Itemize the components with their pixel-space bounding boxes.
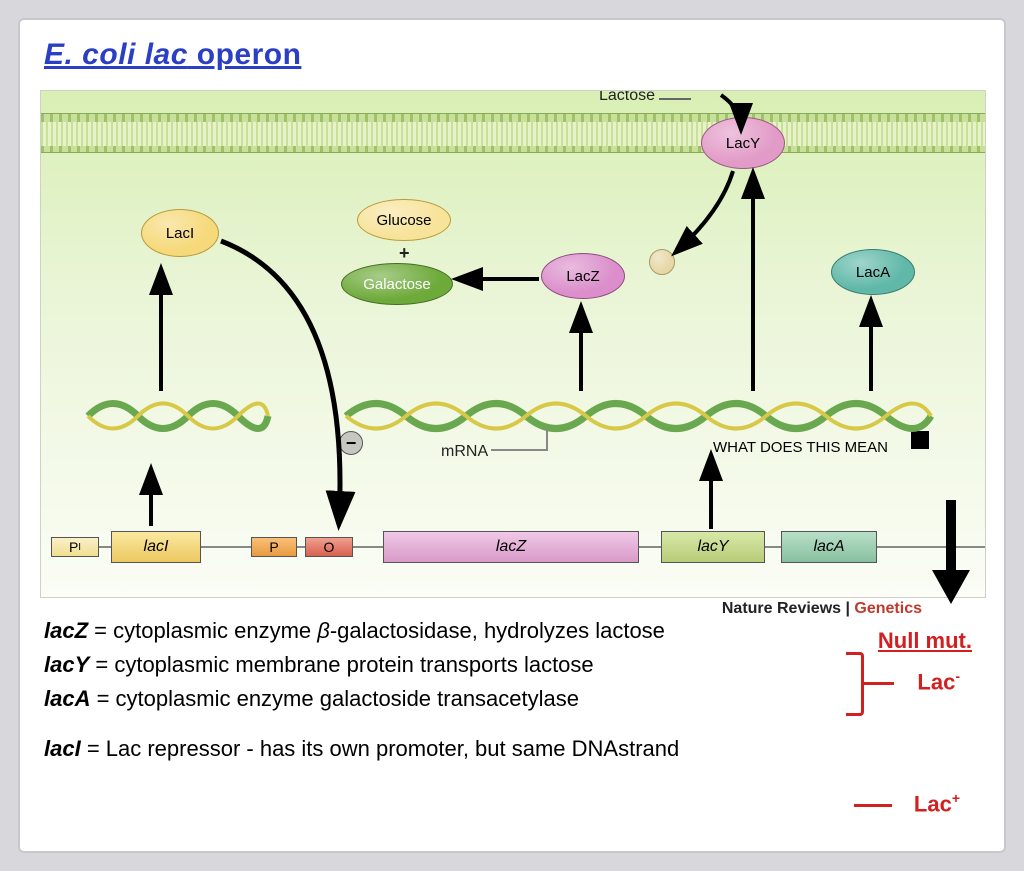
def-lacI: lacI = Lac repressor - has its own promo…: [44, 733, 980, 765]
operon-diagram: Lactose LacI Glucose Galactose LacZ LacY LacA…: [40, 90, 986, 598]
mrna-leader-line: [487, 426, 567, 456]
def-lacA: lacA = cytoplasmic enzyme galactoside tr…: [44, 683, 980, 715]
gene-lacA: lacA: [781, 531, 877, 563]
lac-plus-text: Lac: [914, 791, 952, 816]
mrna-label: mRNA: [441, 443, 488, 461]
definitions: lacZ = cytoplasmic enzyme β-galactosidas…: [44, 615, 980, 767]
def-lacA-t: = cytoplasmic enzyme galactoside transac…: [90, 686, 579, 711]
lac-plus-label: Lac+: [914, 790, 960, 817]
def-lacZ-t2: -galactosidase, hydrolyzes lactose: [330, 618, 665, 643]
beta-symbol: β: [317, 618, 330, 643]
slide-title: E. coli lac operon: [44, 38, 980, 72]
def-lacZ: lacZ = cytoplasmic enzyme β-galactosidas…: [44, 615, 980, 647]
gene-lacY: lacY: [661, 531, 765, 563]
protein-lactose_mol: [677, 90, 705, 91]
def-lacZ-gene: lacZ: [44, 618, 88, 643]
def-lacI-gene: lacI: [44, 736, 81, 761]
lipid-bilayer: [41, 113, 985, 153]
protein-lactose_mol2: [649, 249, 675, 275]
protein-lacA: LacA: [831, 249, 915, 295]
def-lacI-t: = Lac repressor - has its own promoter, …: [81, 736, 680, 761]
membrane: [41, 113, 985, 153]
protein-glucose: Glucose: [357, 199, 451, 241]
def-lacA-gene: lacA: [44, 686, 90, 711]
mrna-lacI-icon: [83, 391, 273, 441]
gene-lacI: lacI: [111, 531, 201, 563]
def-lacZ-t1: = cytoplasmic enzyme: [88, 618, 317, 643]
title-rest: operon: [188, 38, 302, 71]
what-does-this-mean-text: WHAT DOES THIS MEAN: [713, 439, 888, 456]
gene-P_I: PI: [51, 537, 99, 557]
lactose-label: Lactose: [599, 90, 655, 105]
def-lacY-gene: lacY: [44, 652, 89, 677]
protein-galactose: Galactose: [341, 263, 453, 305]
plus-sign: +: [399, 243, 410, 264]
protein-lacY: LacY: [701, 117, 785, 169]
plus-sup: +: [952, 790, 960, 806]
arrows-layer: [41, 91, 986, 598]
title-italic: E. coli lac: [44, 38, 188, 71]
gene-lacZ: lacZ: [383, 531, 639, 563]
gene-O: O: [305, 537, 353, 557]
protein-lacI: LacI: [141, 209, 219, 257]
slide-panel: E. coli lac operon Lactose LacI Glucose Ga…: [18, 18, 1006, 853]
lacI-line-icon: [854, 804, 892, 807]
hand-arrow-icon: [926, 500, 976, 610]
protein-lacZ: LacZ: [541, 253, 625, 299]
def-lacY-t: = cytoplasmic membrane protein transport…: [89, 652, 593, 677]
dna-track: PI lacI POlacZ lacY lacA: [51, 531, 985, 563]
mrna-polycistronic-icon: [341, 391, 941, 441]
def-lacY: lacY = cytoplasmic membrane protein tran…: [44, 649, 980, 681]
gene-P: P: [251, 537, 297, 557]
